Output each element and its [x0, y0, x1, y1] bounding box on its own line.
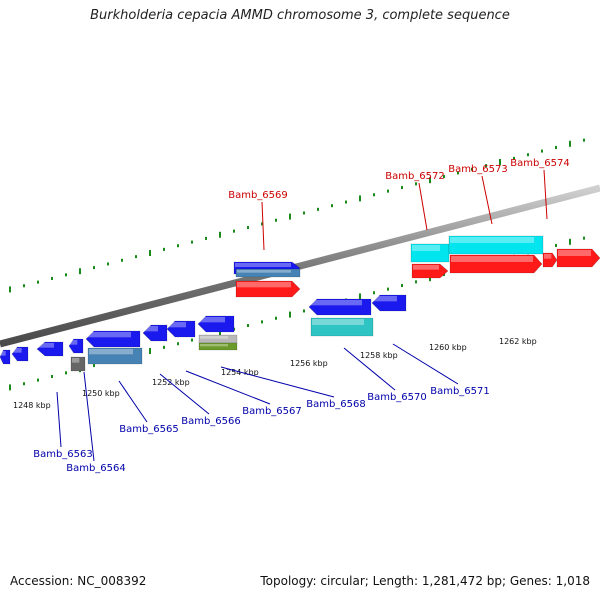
- gene-leader-line: [56, 391, 62, 448]
- cds-box: [410, 243, 450, 263]
- cds-arrow-highlight: [558, 250, 591, 256]
- reverse-gene-label: Bamb_6571: [430, 386, 490, 397]
- scale-label: 1260 kbp: [429, 343, 467, 352]
- forward-gene-label: Bamb_6572: [385, 171, 445, 182]
- cds-arrow-highlight: [38, 343, 54, 348]
- cds-box-highlight: [72, 358, 80, 363]
- cds-arrow-highlight: [373, 296, 397, 302]
- cds-box-highlight: [237, 270, 291, 273]
- cds-arrow: [68, 338, 84, 354]
- gene-leader-line: [261, 201, 265, 251]
- reverse-gene-label: Bamb_6565: [119, 424, 179, 435]
- cds-arrow: [235, 280, 301, 298]
- gene-leader-line: [543, 169, 548, 220]
- gene-leader-line: [159, 373, 210, 415]
- scale-label: 1248 kbp: [13, 401, 51, 410]
- reverse-gene-label: Bamb_6564: [66, 463, 126, 474]
- scale-label: 1256 kbp: [290, 359, 328, 368]
- cds-arrow-highlight: [544, 254, 552, 259]
- scale-label: 1250 kbp: [82, 389, 120, 398]
- gene-leader-line: [418, 182, 428, 231]
- cds-box: [310, 317, 374, 337]
- cds-box-highlight: [200, 344, 228, 347]
- topology-info-text: Topology: circular; Length: 1,281,472 bp…: [260, 574, 590, 588]
- feature-layer: [0, 235, 600, 372]
- cds-arrow-highlight: [199, 317, 225, 323]
- cds-box: [235, 268, 301, 278]
- cds-arrow: [556, 248, 600, 268]
- cds-arrow-highlight: [87, 332, 131, 338]
- cds-arrow-highlight: [70, 340, 78, 345]
- forward-gene-label: Bamb_6573: [448, 164, 508, 175]
- cds-box: [87, 347, 143, 365]
- reverse-gene-label: Bamb_6566: [181, 416, 241, 427]
- cds-arrow-highlight: [235, 263, 291, 267]
- cds-arrow-highlight: [1, 351, 6, 356]
- map-title: Burkholderia cepacia AMMD chromosome 3, …: [90, 8, 510, 23]
- reverse-gene-label: Bamb_6570: [367, 392, 427, 403]
- cds-arrow: [308, 298, 372, 316]
- gene-leader-line: [343, 347, 396, 391]
- reverse-gene-label: Bamb_6567: [242, 406, 302, 417]
- reverse-gene-label: Bamb_6563: [33, 449, 93, 460]
- cds-arrow: [36, 341, 64, 357]
- cds-box: [198, 342, 238, 351]
- cds-arrow: [85, 330, 141, 348]
- forward-gene-label: Bamb_6574: [510, 158, 570, 169]
- cds-arrow: [0, 349, 11, 365]
- scale-label: 1258 kbp: [360, 351, 398, 360]
- gene-leader-line: [220, 366, 335, 398]
- gene-leader-line: [185, 370, 271, 405]
- cds-box-highlight: [89, 349, 133, 355]
- gene-leader-line: [83, 371, 95, 462]
- cds-box-highlight: [312, 319, 364, 325]
- cds-arrow-highlight: [413, 265, 439, 270]
- cds-arrow: [371, 294, 407, 312]
- cds-arrow-highlight: [310, 300, 362, 306]
- cds-arrow-highlight: [168, 322, 186, 328]
- cds-arrow-highlight: [451, 256, 533, 262]
- cds-arrow-highlight: [237, 282, 291, 288]
- cds-arrow: [411, 263, 449, 279]
- forward-gene-label: Bamb_6569: [228, 190, 288, 201]
- cds-arrow: [142, 324, 168, 342]
- accession-text: Accession: NC_008392: [10, 574, 147, 588]
- gene-leader-line: [118, 380, 148, 423]
- scale-label: 1262 kbp: [499, 337, 537, 346]
- cds-box-highlight: [200, 336, 228, 339]
- cds-box-highlight: [450, 237, 534, 243]
- cds-arrow-highlight: [13, 348, 22, 353]
- forward-tick-row: [9, 138, 585, 293]
- backbone-layer: [0, 184, 600, 348]
- reverse-gene-label: Bamb_6568: [306, 399, 366, 410]
- cds-arrow: [197, 315, 235, 333]
- chromosome-backbone: [0, 184, 600, 348]
- gene-leader-line: [481, 175, 493, 225]
- cds-box-highlight: [412, 245, 440, 251]
- cds-arrow: [542, 252, 558, 268]
- cds-arrow-highlight: [144, 326, 158, 332]
- cds-arrow: [11, 346, 29, 362]
- gene-leader-line: [392, 343, 459, 385]
- cds-arrow: [449, 254, 543, 274]
- cds-arrow: [166, 320, 196, 338]
- cds-box: [70, 356, 86, 372]
